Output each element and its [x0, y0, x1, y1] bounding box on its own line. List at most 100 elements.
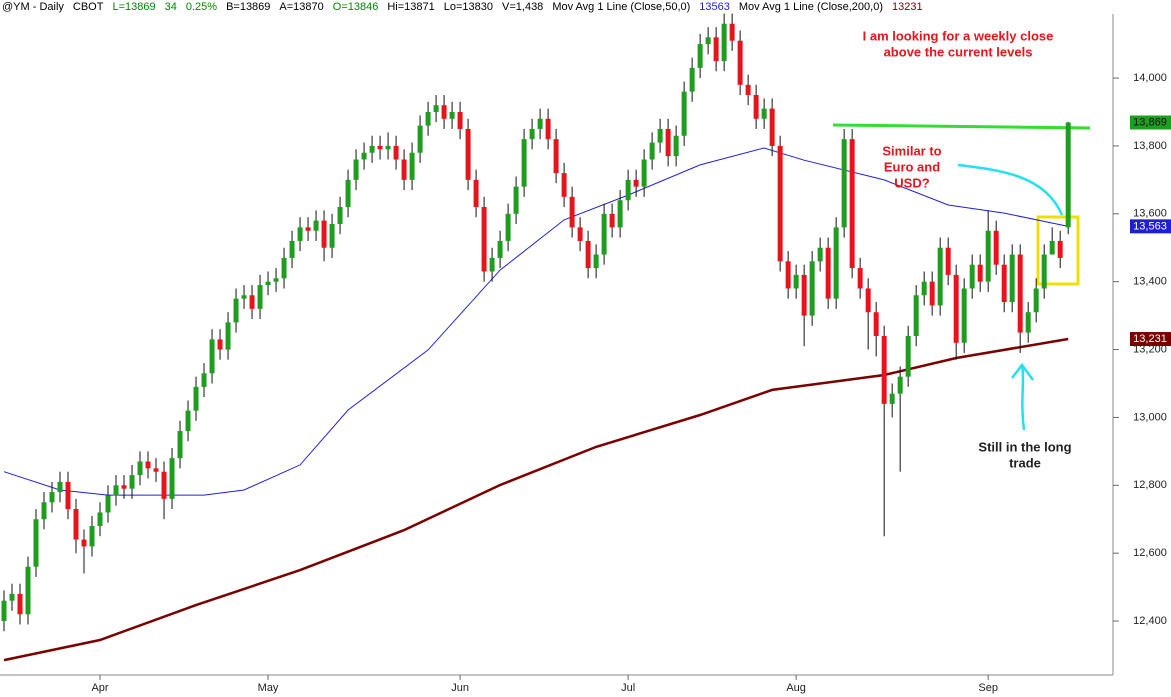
candle-body: [625, 179, 631, 201]
candle-body: [953, 274, 959, 343]
candle-body: [153, 468, 159, 472]
candle-body: [705, 37, 711, 45]
annotation: Similar to: [882, 143, 941, 158]
candle-body: [481, 207, 487, 272]
candle-body: [857, 268, 863, 289]
candle-body: [169, 458, 175, 499]
candle-body: [969, 264, 975, 289]
y-tick-label: 13,800: [1133, 140, 1167, 152]
candle-body: [161, 471, 167, 499]
header-item: 0.25%: [186, 1, 217, 13]
candle-body: [377, 145, 383, 150]
candle-body: [737, 40, 743, 85]
header-item: V=1,438: [502, 1, 543, 13]
candle-body: [793, 274, 799, 289]
candle-body: [225, 322, 231, 350]
candle-body: [585, 240, 591, 269]
candle-body: [241, 295, 247, 299]
candle-body: [9, 593, 15, 601]
candle-body: [305, 227, 311, 231]
price-label-box: [1130, 332, 1171, 347]
candle-body: [353, 159, 359, 180]
candle-body: [809, 261, 815, 316]
header-item: CBOT: [73, 1, 104, 13]
annotation-arrow: [1011, 362, 1035, 431]
candle-body: [865, 288, 871, 313]
candle-body: [753, 95, 759, 119]
candle-body: [17, 593, 23, 615]
candle-body: [393, 145, 399, 160]
candle-body: [961, 288, 967, 343]
candle-body: [73, 509, 79, 540]
candle-body: [665, 128, 671, 157]
candle-body: [193, 386, 199, 411]
candle-body: [673, 135, 679, 157]
candle-body: [569, 196, 575, 228]
candle-body: [897, 376, 903, 394]
candle-body: [633, 179, 639, 187]
candle-body: [137, 461, 143, 476]
candle-body: [993, 230, 999, 265]
moving-average: [3, 147, 1069, 496]
candle-body: [529, 128, 535, 140]
candle-body: [401, 159, 407, 180]
candle-body: [249, 295, 255, 309]
y-tick-label: 13,600: [1133, 208, 1167, 220]
candle-body: [513, 186, 519, 214]
candle-body: [209, 339, 215, 374]
candle-body: [1057, 240, 1063, 258]
candle-body: [505, 213, 511, 241]
candle-body: [1065, 122, 1071, 228]
candle-body: [881, 335, 887, 404]
candle-body: [489, 257, 495, 272]
candle-body: [185, 410, 191, 431]
candle-body: [697, 44, 703, 68]
highlight-box: [1036, 215, 1080, 286]
header-item: 34: [165, 1, 177, 13]
candle-body: [265, 281, 271, 286]
y-tick-label: 13,000: [1133, 411, 1167, 423]
candle-body: [937, 247, 943, 306]
annotation: USD?: [894, 175, 929, 190]
candle-body: [361, 152, 367, 160]
annotation: above the current levels: [884, 44, 1033, 59]
candle-body: [593, 254, 599, 269]
candle-body: [945, 247, 951, 275]
candle-body: [57, 481, 63, 493]
candle-body: [1041, 254, 1047, 289]
candle-body: [921, 281, 927, 296]
y-tick-label: 12,800: [1133, 479, 1167, 491]
candle-body: [465, 128, 471, 180]
candle-body: [849, 139, 855, 269]
resistance-line: [832, 123, 1091, 130]
candle-body: [417, 125, 423, 153]
candle-body: [537, 118, 543, 129]
candle-body: [257, 285, 263, 309]
candle-body: [145, 461, 151, 469]
y-tick-label: 13,400: [1133, 276, 1167, 288]
candle-body: [289, 240, 295, 258]
candle-body: [745, 84, 751, 96]
candle-body: [785, 261, 791, 289]
candle-body: [321, 220, 327, 248]
header-item: A=13870: [279, 1, 323, 13]
candle-body: [233, 298, 239, 323]
candle-body: [497, 240, 503, 258]
candle-body: [81, 539, 87, 547]
candle-body: [609, 213, 615, 228]
candle-body: [1001, 264, 1007, 303]
candle-body: [105, 495, 111, 513]
candle-body: [889, 393, 895, 404]
candle-body: [769, 108, 775, 146]
candle-body: [177, 430, 183, 459]
y-tick-label: 13,200: [1133, 343, 1167, 355]
candle-body: [385, 145, 391, 150]
candle-body: [561, 173, 567, 197]
x-tick-label: Jul: [621, 682, 635, 694]
candle-body: [1017, 254, 1023, 333]
header-item: Hi=13871: [387, 1, 434, 13]
price-label: 13,869: [1133, 116, 1167, 128]
candle-body: [201, 373, 207, 387]
candle-body: [817, 247, 823, 262]
